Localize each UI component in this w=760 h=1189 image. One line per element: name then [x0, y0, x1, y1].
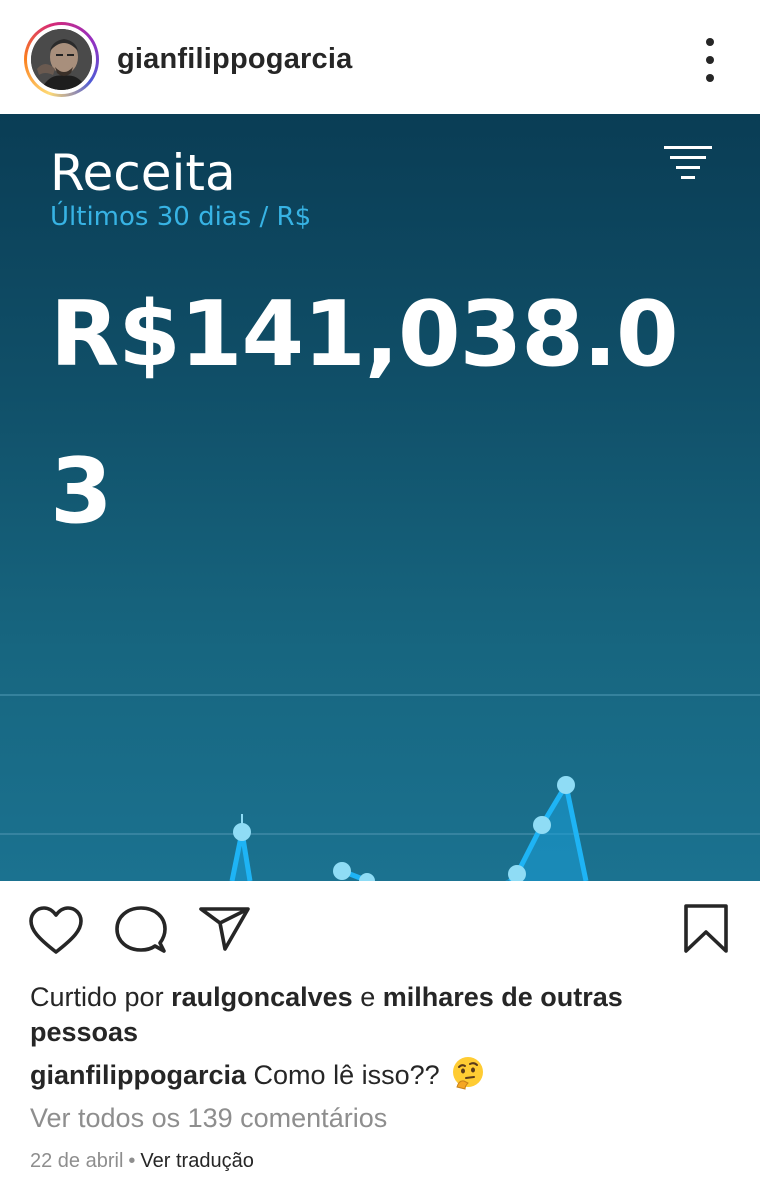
comment-icon[interactable] [114, 905, 168, 957]
chart-point [557, 776, 575, 794]
post-image[interactable]: Receita Últimos 30 dias / R$ R$141,038.0… [0, 114, 760, 881]
liker-username[interactable]: raulgoncalves [171, 982, 353, 1012]
revenue-chart [0, 694, 760, 881]
chart-point [333, 862, 351, 880]
card-subtitle: Últimos 30 dias / R$ [50, 202, 312, 232]
caption-username[interactable]: gianfilippogarcia [30, 1060, 247, 1090]
thinking-face-emoji-icon [453, 1057, 484, 1090]
more-vertical-icon [706, 56, 714, 64]
avatar-gap [27, 25, 96, 94]
post-caption: gianfilippogarcia Como lê isso?? [30, 1056, 730, 1093]
post-username[interactable]: gianfilippogarcia [117, 43, 353, 75]
send-icon[interactable] [198, 905, 252, 953]
bookmark-icon[interactable] [683, 903, 729, 955]
likes-others-link[interactable]: milhares de outras pessoas [30, 982, 623, 1047]
more-vertical-icon [706, 38, 714, 46]
heart-icon[interactable] [28, 905, 84, 957]
revenue-amount: R$141,038.0 [50, 282, 679, 387]
card-title: Receita [50, 144, 236, 202]
post-date: 22 de abril [30, 1150, 124, 1172]
meta-separator: • [128, 1150, 136, 1172]
likes-summary: Curtido por raulgoncalves e milhares de … [30, 980, 710, 1050]
post-meta: 22 de abril • Ver tradução [30, 1150, 254, 1173]
filter-icon [664, 146, 712, 179]
see-translation-link[interactable]: Ver tradução [140, 1150, 254, 1172]
more-vertical-icon [706, 74, 714, 82]
post-actions [0, 881, 760, 981]
chart-point [233, 823, 251, 841]
story-ring[interactable] [24, 22, 99, 97]
caption-text: Como lê isso?? [253, 1060, 440, 1090]
post-header: gianfilippogarcia [0, 0, 760, 114]
revenue-amount-continued: 3 [50, 439, 113, 544]
likes-conjunction: e [360, 982, 376, 1012]
chart-point [508, 865, 526, 881]
view-all-comments-link[interactable]: Ver todos os 139 comentários [30, 1103, 388, 1133]
likes-prefix: Curtido por [30, 982, 164, 1012]
avatar[interactable] [31, 29, 92, 90]
chart-point [359, 873, 375, 881]
chart-point [533, 816, 551, 834]
avatar-photo-icon [31, 29, 92, 90]
more-options-button[interactable] [690, 38, 730, 82]
